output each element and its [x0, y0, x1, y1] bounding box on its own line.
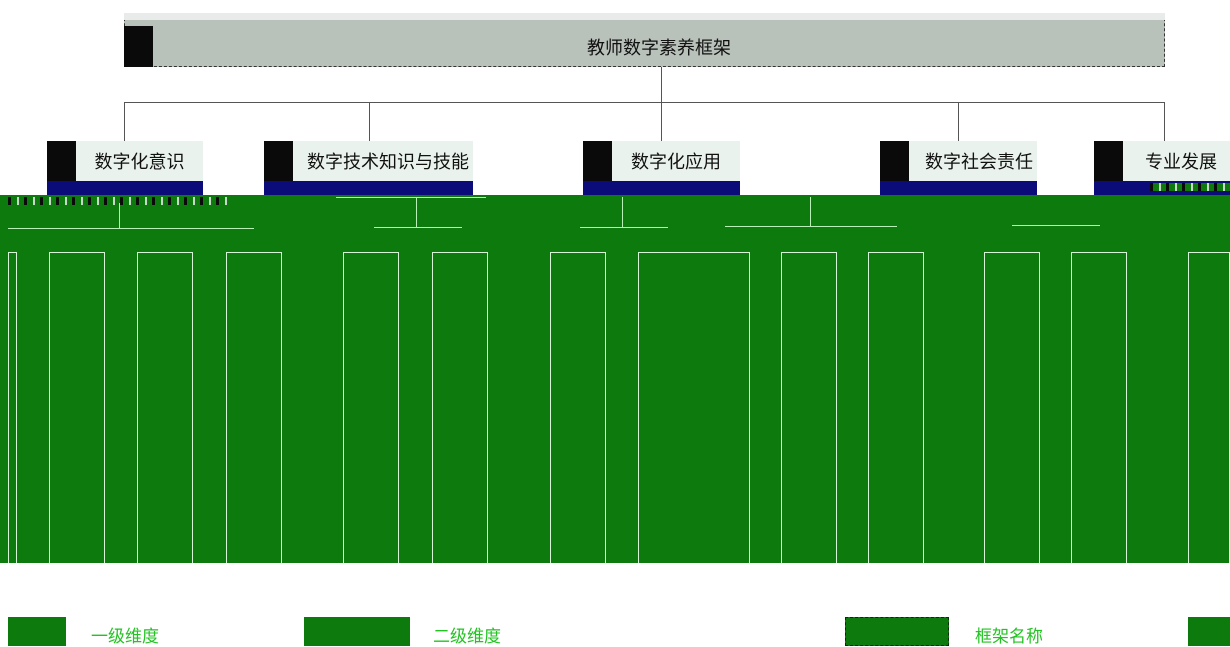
level2-node-8 [638, 252, 750, 563]
level2-node-1 [8, 252, 17, 563]
legend-extra-swatch [1188, 617, 1230, 646]
dimension-4-node: 数字社会责任 [909, 141, 1037, 181]
legend-framework-swatch [845, 617, 949, 646]
dimension-2-bar [264, 181, 473, 195]
level2-connector-h-2b [374, 227, 462, 228]
level2-node-12 [1071, 252, 1127, 563]
legend-level1-swatch [8, 617, 66, 646]
dimension-3-tab [583, 141, 612, 181]
dimension-5-node: 专业发展 [1123, 141, 1230, 181]
framework-root-top-strip [124, 13, 1165, 20]
level2-node-13 [1188, 252, 1230, 563]
level2-node-3 [137, 252, 193, 563]
dimension-4-bar [880, 181, 1037, 195]
level2-connector-h-5 [1012, 225, 1100, 226]
level2-node-5 [343, 252, 399, 563]
level2-node-10 [868, 252, 924, 563]
legend-level1-label: 一级维度 [91, 627, 159, 647]
dimension-1-tab [47, 141, 76, 181]
dimension-2-tab [264, 141, 293, 181]
level1-connector-2 [369, 102, 370, 141]
level2-node-11 [984, 252, 1040, 563]
level2-node-6 [432, 252, 488, 563]
level2-connector-h-2 [336, 197, 486, 198]
level2-node-4 [226, 252, 282, 563]
framework-root-tab [124, 26, 153, 67]
level1-connector-1 [124, 102, 125, 141]
legend-level2-swatch [304, 617, 410, 646]
level2-node-7 [550, 252, 606, 563]
dimension-5-tab [1094, 141, 1123, 181]
level1-connector-5 [1164, 102, 1165, 141]
root-connector-vertical [661, 67, 662, 102]
level2-connector-h-1b [8, 228, 254, 229]
level2-connector-h-1 [119, 203, 120, 229]
level2-connector-h-3 [580, 227, 668, 228]
level2-node-2 [49, 252, 105, 563]
dimension-3-bar [583, 181, 740, 195]
dimension-4-tab [880, 141, 909, 181]
legend-level2-label: 二级维度 [433, 627, 501, 647]
level2-connector-v-4 [810, 197, 811, 227]
level2-noise-strip-right [1150, 183, 1230, 191]
level2-node-9 [781, 252, 837, 563]
dimension-2-node: 数字技术知识与技能 [293, 141, 473, 181]
level1-connector-4 [958, 102, 959, 141]
level2-connector-h-4 [725, 226, 897, 227]
level2-noise-strip-left [8, 197, 232, 205]
dimension-3-node: 数字化应用 [612, 141, 740, 181]
level1-connector-horizontal [124, 102, 1165, 103]
framework-title: 教师数字素养框架 [587, 37, 731, 59]
dimension-1-node: 数字化意识 [76, 141, 203, 181]
level2-connector-v-3 [622, 197, 623, 227]
level2-connector-v-2 [416, 197, 417, 227]
level1-connector-3 [661, 102, 662, 141]
legend-framework-label: 框架名称 [975, 627, 1043, 647]
dimension-1-bar [47, 181, 203, 195]
